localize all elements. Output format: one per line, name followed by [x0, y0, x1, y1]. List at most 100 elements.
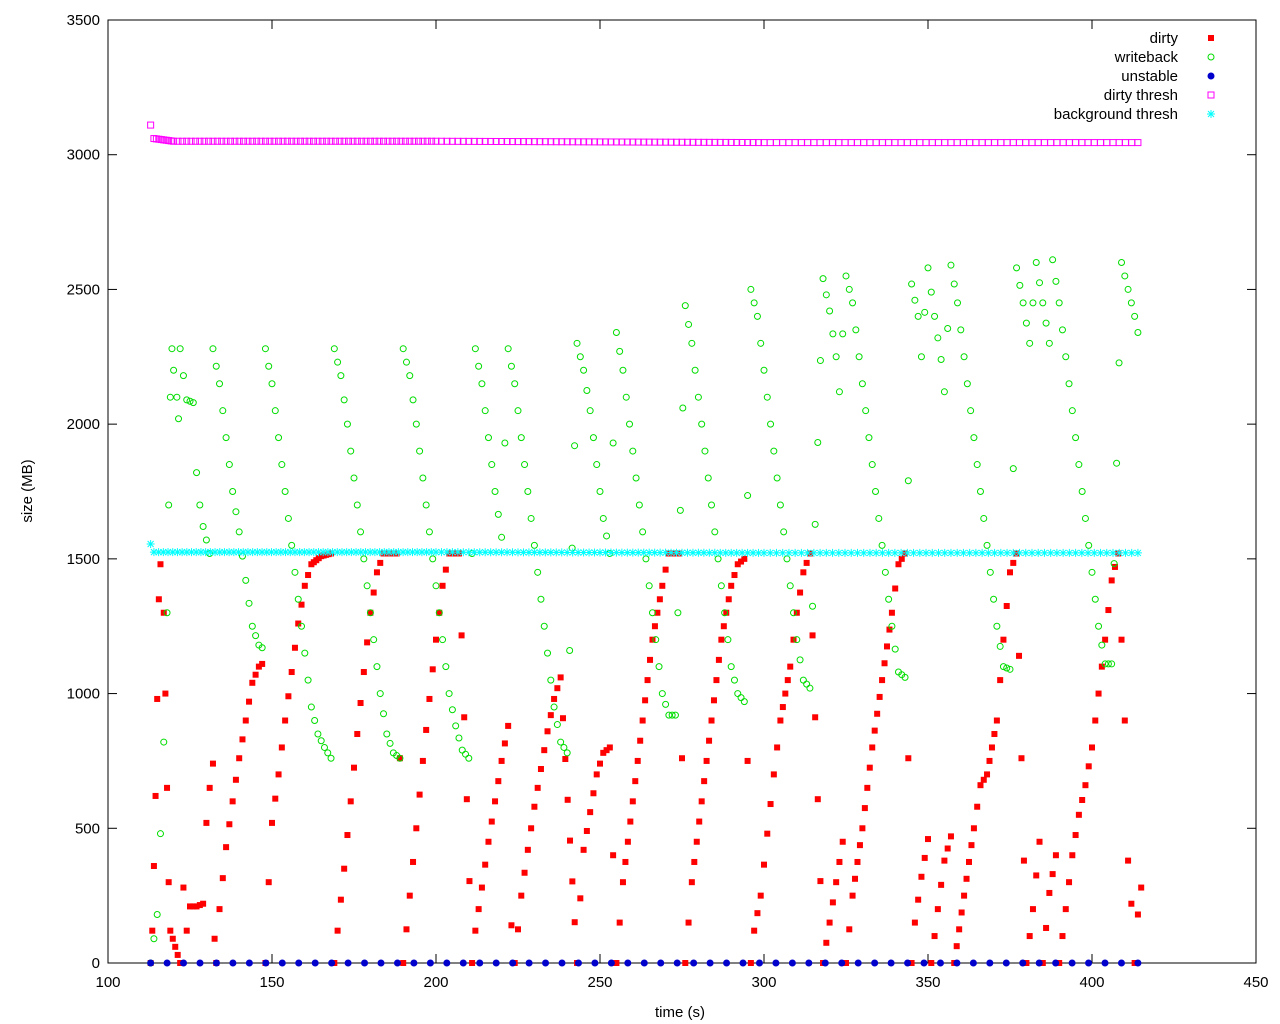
data-point [397, 137, 405, 145]
data-point [154, 695, 161, 702]
data-point [931, 933, 938, 940]
data-point [547, 676, 555, 684]
data-point [1013, 550, 1020, 557]
data-point [908, 280, 916, 288]
data-point [940, 548, 949, 557]
data-point [1026, 933, 1033, 940]
data-point [525, 959, 533, 967]
data-point [495, 778, 502, 785]
data-point [715, 656, 722, 663]
data-point [821, 959, 829, 967]
series-layer [146, 121, 1145, 967]
data-point [554, 685, 561, 692]
data-point [1121, 272, 1129, 280]
data-point [458, 632, 465, 639]
data-point [324, 749, 332, 757]
data-point [375, 548, 384, 557]
data-point [607, 138, 615, 146]
data-point [811, 520, 819, 528]
data-point [541, 138, 549, 146]
legend-label: unstable [1121, 68, 1178, 85]
data-point [211, 935, 218, 942]
data-point [242, 576, 250, 584]
data-point [1090, 139, 1098, 147]
data-point [634, 138, 642, 146]
data-point [1036, 279, 1044, 287]
data-point [833, 879, 840, 886]
data-point [681, 302, 689, 310]
data-point [337, 896, 344, 903]
data-point [966, 858, 972, 865]
data-point [568, 544, 576, 552]
data-point [187, 903, 193, 910]
data-point [716, 548, 725, 557]
data-point [796, 656, 804, 664]
data-point [763, 393, 771, 401]
data-point [352, 548, 361, 557]
data-point [347, 548, 356, 557]
data-point [475, 548, 484, 557]
data-point [888, 622, 896, 630]
data-point [1007, 569, 1013, 576]
data-point [304, 676, 312, 684]
data-point [809, 632, 816, 639]
data-point [980, 776, 987, 783]
data-point [694, 138, 702, 146]
data-point [661, 548, 670, 557]
data-point [211, 548, 220, 557]
data-point [1128, 900, 1135, 907]
data-point [676, 506, 684, 514]
data-point [428, 137, 436, 145]
data-point [437, 137, 445, 145]
data-point [149, 927, 156, 934]
data-point [212, 362, 220, 370]
data-point [1045, 339, 1053, 347]
data-point [370, 548, 379, 557]
data-point [961, 892, 968, 899]
data-point [806, 550, 813, 557]
data-point [728, 582, 735, 589]
data-point [406, 137, 414, 145]
data-point [278, 744, 285, 751]
data-point [757, 339, 765, 347]
data-point [1091, 595, 1099, 603]
data-point [270, 137, 278, 145]
data-point [890, 548, 899, 557]
data-point [731, 572, 738, 579]
data-point [915, 896, 922, 903]
data-point [380, 710, 388, 718]
data-point [501, 740, 508, 747]
data-point [219, 875, 226, 882]
data-point [846, 926, 853, 933]
data-point [819, 275, 827, 283]
data-point [662, 138, 670, 146]
data-point [1036, 838, 1043, 845]
data-point [183, 137, 191, 145]
data-point [691, 858, 698, 865]
y-tick-label: 3500 [67, 12, 100, 29]
data-point [662, 566, 669, 573]
data-point [1062, 353, 1070, 361]
data-point [1103, 139, 1111, 147]
data-point [698, 798, 705, 805]
data-point [196, 501, 204, 509]
data-point [481, 407, 489, 415]
data-point [946, 548, 955, 557]
data-point [203, 819, 210, 826]
data-point [688, 879, 695, 886]
data-point [885, 139, 893, 147]
data-point [574, 138, 582, 146]
data-point [835, 139, 843, 147]
data-point [740, 698, 748, 706]
data-point [1115, 359, 1123, 367]
data-point [564, 796, 571, 803]
data-point [466, 878, 473, 885]
data-point [169, 935, 176, 942]
data-point [917, 353, 925, 361]
data-point [817, 878, 824, 885]
y-tick-label: 3000 [67, 147, 100, 164]
data-point [613, 960, 620, 966]
data-point [1085, 959, 1093, 967]
data-point [991, 730, 998, 737]
data-point [965, 548, 974, 557]
